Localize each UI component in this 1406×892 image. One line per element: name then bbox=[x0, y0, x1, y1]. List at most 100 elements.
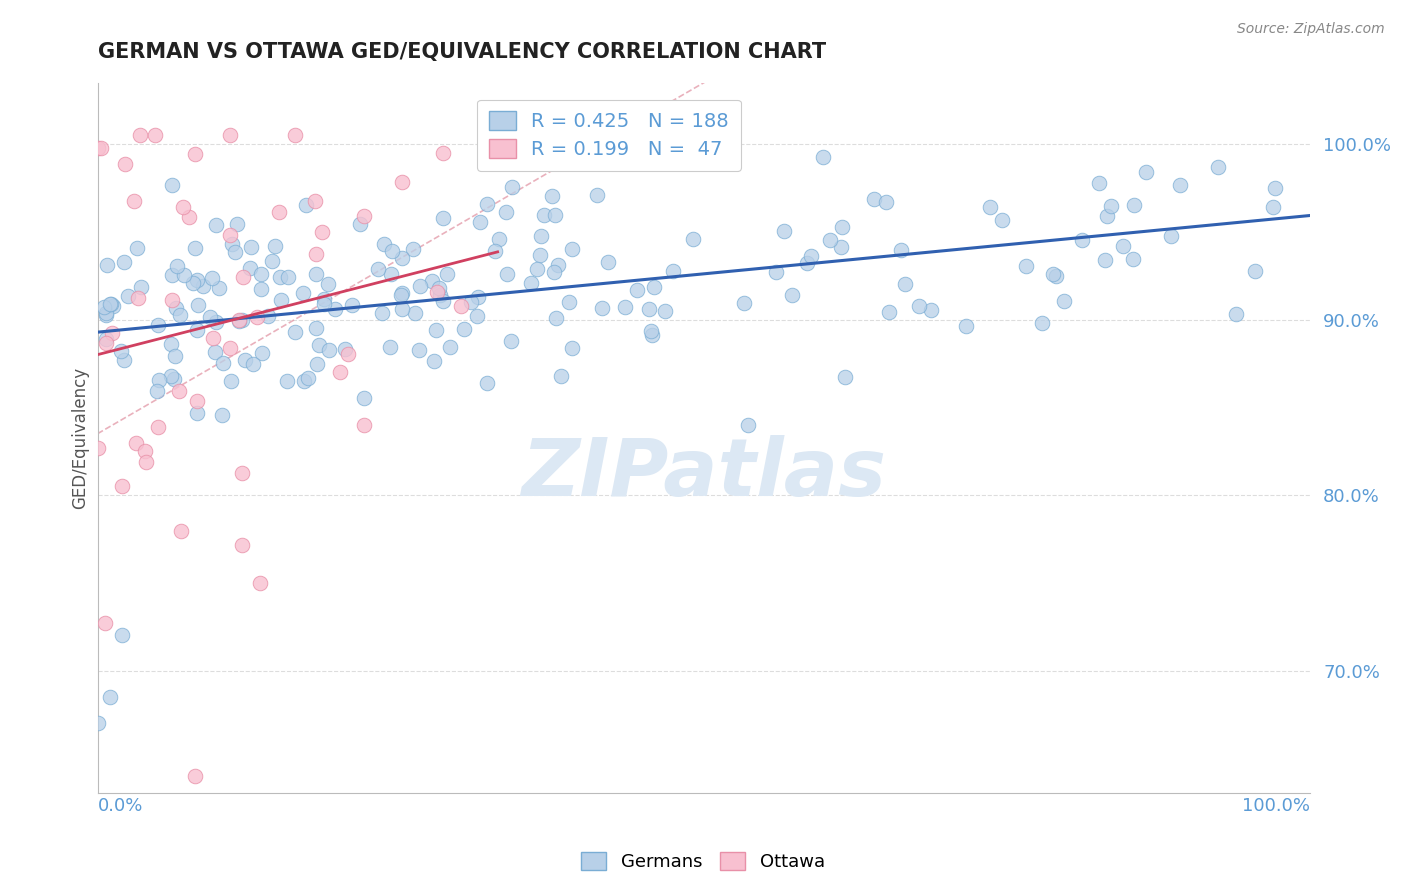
Point bbox=[427, 280, 450, 294]
Y-axis label: GED/Equivalency: GED/Equivalency bbox=[72, 367, 89, 509]
Point bbox=[148, 420, 170, 434]
Point bbox=[219, 342, 242, 356]
Point bbox=[890, 243, 912, 257]
Point bbox=[148, 373, 170, 387]
Point bbox=[596, 255, 619, 269]
Point bbox=[159, 336, 181, 351]
Point bbox=[284, 325, 307, 339]
Point bbox=[862, 193, 884, 207]
Point bbox=[342, 298, 364, 312]
Point bbox=[231, 467, 253, 481]
Point bbox=[526, 262, 548, 277]
Point bbox=[239, 260, 262, 275]
Point bbox=[186, 394, 208, 409]
Point bbox=[353, 209, 375, 223]
Point bbox=[638, 301, 661, 316]
Point bbox=[422, 354, 444, 368]
Point bbox=[381, 244, 404, 258]
Point bbox=[404, 306, 426, 320]
Point bbox=[135, 455, 157, 469]
Point bbox=[1097, 209, 1119, 223]
Point bbox=[353, 417, 375, 432]
Point bbox=[1042, 267, 1064, 281]
Point bbox=[160, 268, 183, 282]
Point bbox=[249, 267, 271, 281]
Point bbox=[1099, 199, 1122, 213]
Point bbox=[201, 331, 224, 345]
Point bbox=[90, 141, 112, 155]
Point bbox=[353, 392, 375, 406]
Point bbox=[1045, 268, 1067, 283]
Point bbox=[295, 198, 318, 212]
Point bbox=[117, 289, 139, 303]
Point bbox=[318, 343, 340, 357]
Point bbox=[256, 309, 278, 323]
Point bbox=[1014, 259, 1036, 273]
Point bbox=[307, 357, 329, 371]
Point bbox=[830, 240, 852, 254]
Point bbox=[380, 340, 402, 354]
Point bbox=[329, 365, 352, 379]
Text: GERMAN VS OTTAWA GED/EQUIVALENCY CORRELATION CHART: GERMAN VS OTTAWA GED/EQUIVALENCY CORRELA… bbox=[97, 42, 825, 62]
Point bbox=[312, 293, 335, 307]
Point bbox=[304, 194, 326, 209]
Text: 100.0%: 100.0% bbox=[1241, 797, 1310, 815]
Point bbox=[591, 301, 613, 315]
Point bbox=[205, 218, 228, 232]
Point bbox=[231, 538, 253, 552]
Point bbox=[495, 205, 517, 219]
Point bbox=[488, 231, 510, 245]
Point bbox=[640, 324, 662, 338]
Point bbox=[173, 268, 195, 283]
Point bbox=[169, 308, 191, 322]
Legend: Germans, Ottawa: Germans, Ottawa bbox=[574, 846, 832, 879]
Point bbox=[283, 128, 305, 143]
Point bbox=[198, 310, 221, 325]
Point bbox=[308, 338, 330, 352]
Point bbox=[1122, 252, 1144, 267]
Point bbox=[484, 244, 506, 259]
Point bbox=[499, 334, 522, 348]
Point bbox=[297, 371, 319, 385]
Point bbox=[733, 295, 755, 310]
Point bbox=[249, 575, 271, 590]
Point bbox=[269, 269, 291, 284]
Point bbox=[391, 252, 413, 266]
Point bbox=[179, 210, 201, 224]
Point bbox=[955, 319, 977, 334]
Point bbox=[252, 345, 274, 359]
Point bbox=[561, 341, 583, 355]
Point bbox=[519, 277, 541, 291]
Point bbox=[242, 357, 264, 371]
Point bbox=[1094, 253, 1116, 268]
Point bbox=[626, 283, 648, 297]
Point bbox=[219, 374, 242, 388]
Point bbox=[239, 240, 262, 254]
Point bbox=[231, 313, 253, 327]
Point bbox=[221, 237, 243, 252]
Point bbox=[186, 322, 208, 336]
Point bbox=[93, 300, 115, 314]
Point bbox=[160, 178, 183, 192]
Point bbox=[432, 294, 454, 309]
Text: Source: ZipAtlas.com: Source: ZipAtlas.com bbox=[1237, 22, 1385, 37]
Point bbox=[103, 299, 125, 313]
Point bbox=[134, 443, 156, 458]
Point bbox=[834, 369, 856, 384]
Point bbox=[96, 308, 118, 322]
Point bbox=[146, 318, 169, 332]
Point bbox=[561, 242, 583, 256]
Point bbox=[389, 287, 412, 301]
Point bbox=[305, 267, 328, 281]
Point bbox=[127, 291, 149, 305]
Point bbox=[186, 273, 208, 287]
Point bbox=[224, 244, 246, 259]
Point bbox=[129, 280, 152, 294]
Point bbox=[112, 254, 135, 268]
Point bbox=[165, 301, 187, 315]
Point bbox=[166, 259, 188, 273]
Point bbox=[170, 524, 193, 539]
Point bbox=[110, 344, 132, 359]
Point bbox=[86, 716, 108, 731]
Point bbox=[465, 309, 488, 323]
